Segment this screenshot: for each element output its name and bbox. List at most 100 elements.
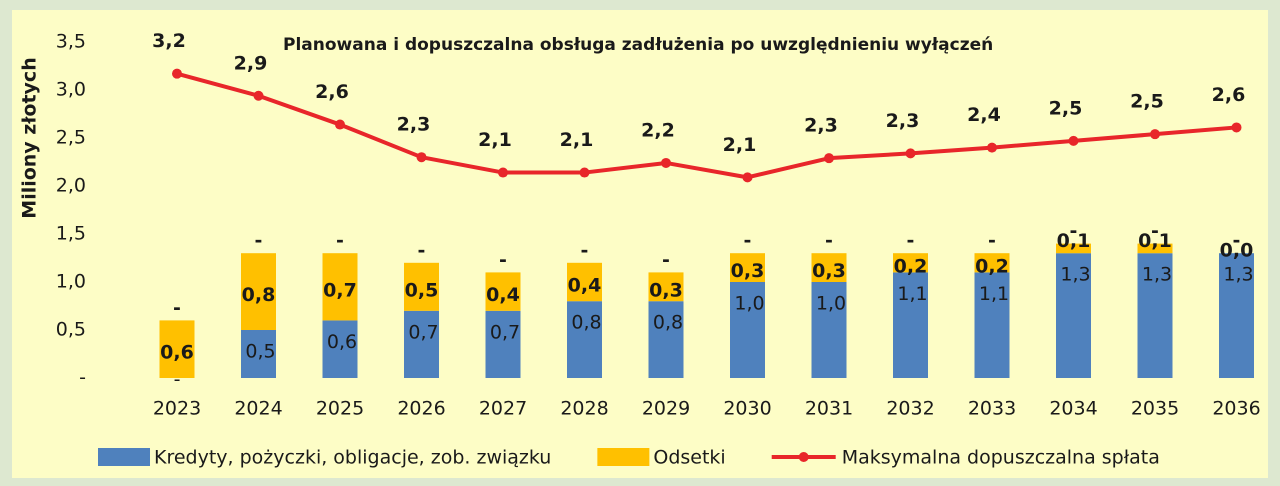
data-label: 0,2	[975, 255, 1009, 277]
data-label: 2,1	[560, 129, 594, 151]
data-label: -	[1233, 230, 1241, 252]
legend-swatch	[98, 448, 150, 466]
data-label: 0,0	[1220, 240, 1254, 262]
bar	[567, 262, 602, 302]
bar	[1219, 253, 1254, 378]
bar	[404, 262, 439, 311]
data-label: -	[336, 230, 344, 252]
line-point	[661, 157, 671, 168]
data-label: 0,3	[649, 279, 683, 301]
data-label: -	[1151, 220, 1159, 242]
data-label: 1,3	[1060, 264, 1090, 286]
x-tick-label: 2024	[234, 398, 282, 420]
data-label: -	[662, 249, 670, 271]
x-tick-label: 2033	[968, 398, 1016, 420]
data-label: 0,1	[1057, 230, 1091, 252]
x-tick-label: 2030	[723, 398, 771, 420]
bar	[1137, 253, 1173, 378]
y-tick-label: 1,5	[56, 223, 86, 245]
y-tick-label: 1,0	[56, 271, 86, 293]
data-label: -	[988, 230, 996, 252]
data-label: 0,6	[327, 331, 357, 353]
data-label: 0,8	[571, 312, 601, 334]
line-point	[1068, 135, 1079, 146]
legend-swatch	[798, 452, 809, 462]
y-tick-label: 2,0	[56, 175, 86, 197]
data-label: 1,0	[816, 293, 846, 315]
bar	[1056, 253, 1091, 378]
data-label: 2,5	[1049, 97, 1083, 119]
bar	[567, 301, 602, 378]
y-tick-label: 3,5	[56, 31, 86, 53]
data-label: 0,7	[408, 321, 438, 343]
y-tick-label: 3,0	[56, 79, 86, 101]
line-point	[742, 172, 753, 183]
bar	[974, 272, 1010, 378]
data-label: 0,3	[812, 260, 846, 282]
data-label: -	[581, 239, 589, 261]
data-label: 2,1	[478, 129, 512, 151]
y-axis-label: Miliony złotych	[19, 57, 41, 218]
data-label: 2,6	[315, 81, 349, 103]
data-label: -	[744, 230, 752, 252]
data-label: -	[825, 230, 833, 252]
data-label: -	[907, 230, 915, 252]
data-label: -	[173, 297, 181, 319]
x-tick-label: 2035	[1131, 398, 1179, 420]
bar	[404, 310, 439, 378]
line-point	[498, 167, 508, 178]
bar	[811, 282, 847, 378]
line-point	[416, 152, 427, 163]
bar	[241, 253, 276, 330]
line-point	[1231, 122, 1242, 133]
x-tick-label: 2029	[642, 398, 690, 420]
x-tick-label: 2023	[153, 398, 201, 420]
x-tick-label: 2034	[1049, 398, 1097, 420]
y-tick-label: 2,5	[56, 127, 86, 149]
x-tick-label: 2025	[316, 398, 364, 420]
line-point	[172, 68, 182, 79]
x-tick-label: 2036	[1212, 398, 1260, 420]
bar	[974, 253, 1010, 273]
line-point	[579, 167, 590, 178]
bar	[648, 301, 684, 378]
line-point	[1150, 129, 1160, 140]
data-label: -	[418, 239, 426, 261]
x-tick-label: 2027	[479, 398, 527, 420]
data-label: -	[1070, 220, 1078, 242]
bar	[893, 253, 928, 273]
chart-title: Planowana i dopuszczalna obsługa zadłuże…	[283, 35, 993, 55]
x-tick-label: 2028	[560, 398, 608, 420]
data-label: 0,4	[568, 275, 602, 297]
legend-label: Kredyty, pożyczki, obligacje, zob. związ…	[154, 447, 551, 469]
bar	[893, 272, 928, 378]
data-label: 2,3	[886, 110, 920, 132]
bar	[730, 253, 765, 282]
legend-swatch	[597, 448, 650, 466]
data-label: 0,8	[653, 312, 683, 334]
x-tick-label: 2032	[886, 398, 934, 420]
data-label: 0,8	[242, 284, 276, 306]
data-label: 3,2	[152, 30, 186, 52]
data-label: 2,3	[804, 115, 838, 137]
line-point	[253, 90, 264, 101]
data-label: 0,5	[405, 279, 439, 301]
data-label: 1,1	[979, 283, 1009, 305]
data-label: 2,5	[1130, 91, 1164, 113]
data-label: 0,1	[1138, 230, 1172, 252]
bar	[1137, 243, 1173, 254]
legend-label: Maksymalna dopuszczalna spłata	[842, 447, 1160, 469]
bar	[648, 272, 684, 302]
bar	[322, 253, 358, 321]
data-label: 0,6	[160, 342, 194, 364]
line-point	[824, 153, 834, 164]
x-tick-label: 2031	[805, 398, 853, 420]
y-tick-label: 0,5	[56, 319, 86, 341]
data-label: 1,3	[1142, 264, 1172, 286]
data-label: 0,3	[731, 260, 765, 282]
data-label: 2,9	[234, 52, 268, 74]
y-tick-label: -	[79, 367, 86, 389]
data-label: 0,5	[245, 341, 275, 363]
bar	[485, 310, 521, 378]
